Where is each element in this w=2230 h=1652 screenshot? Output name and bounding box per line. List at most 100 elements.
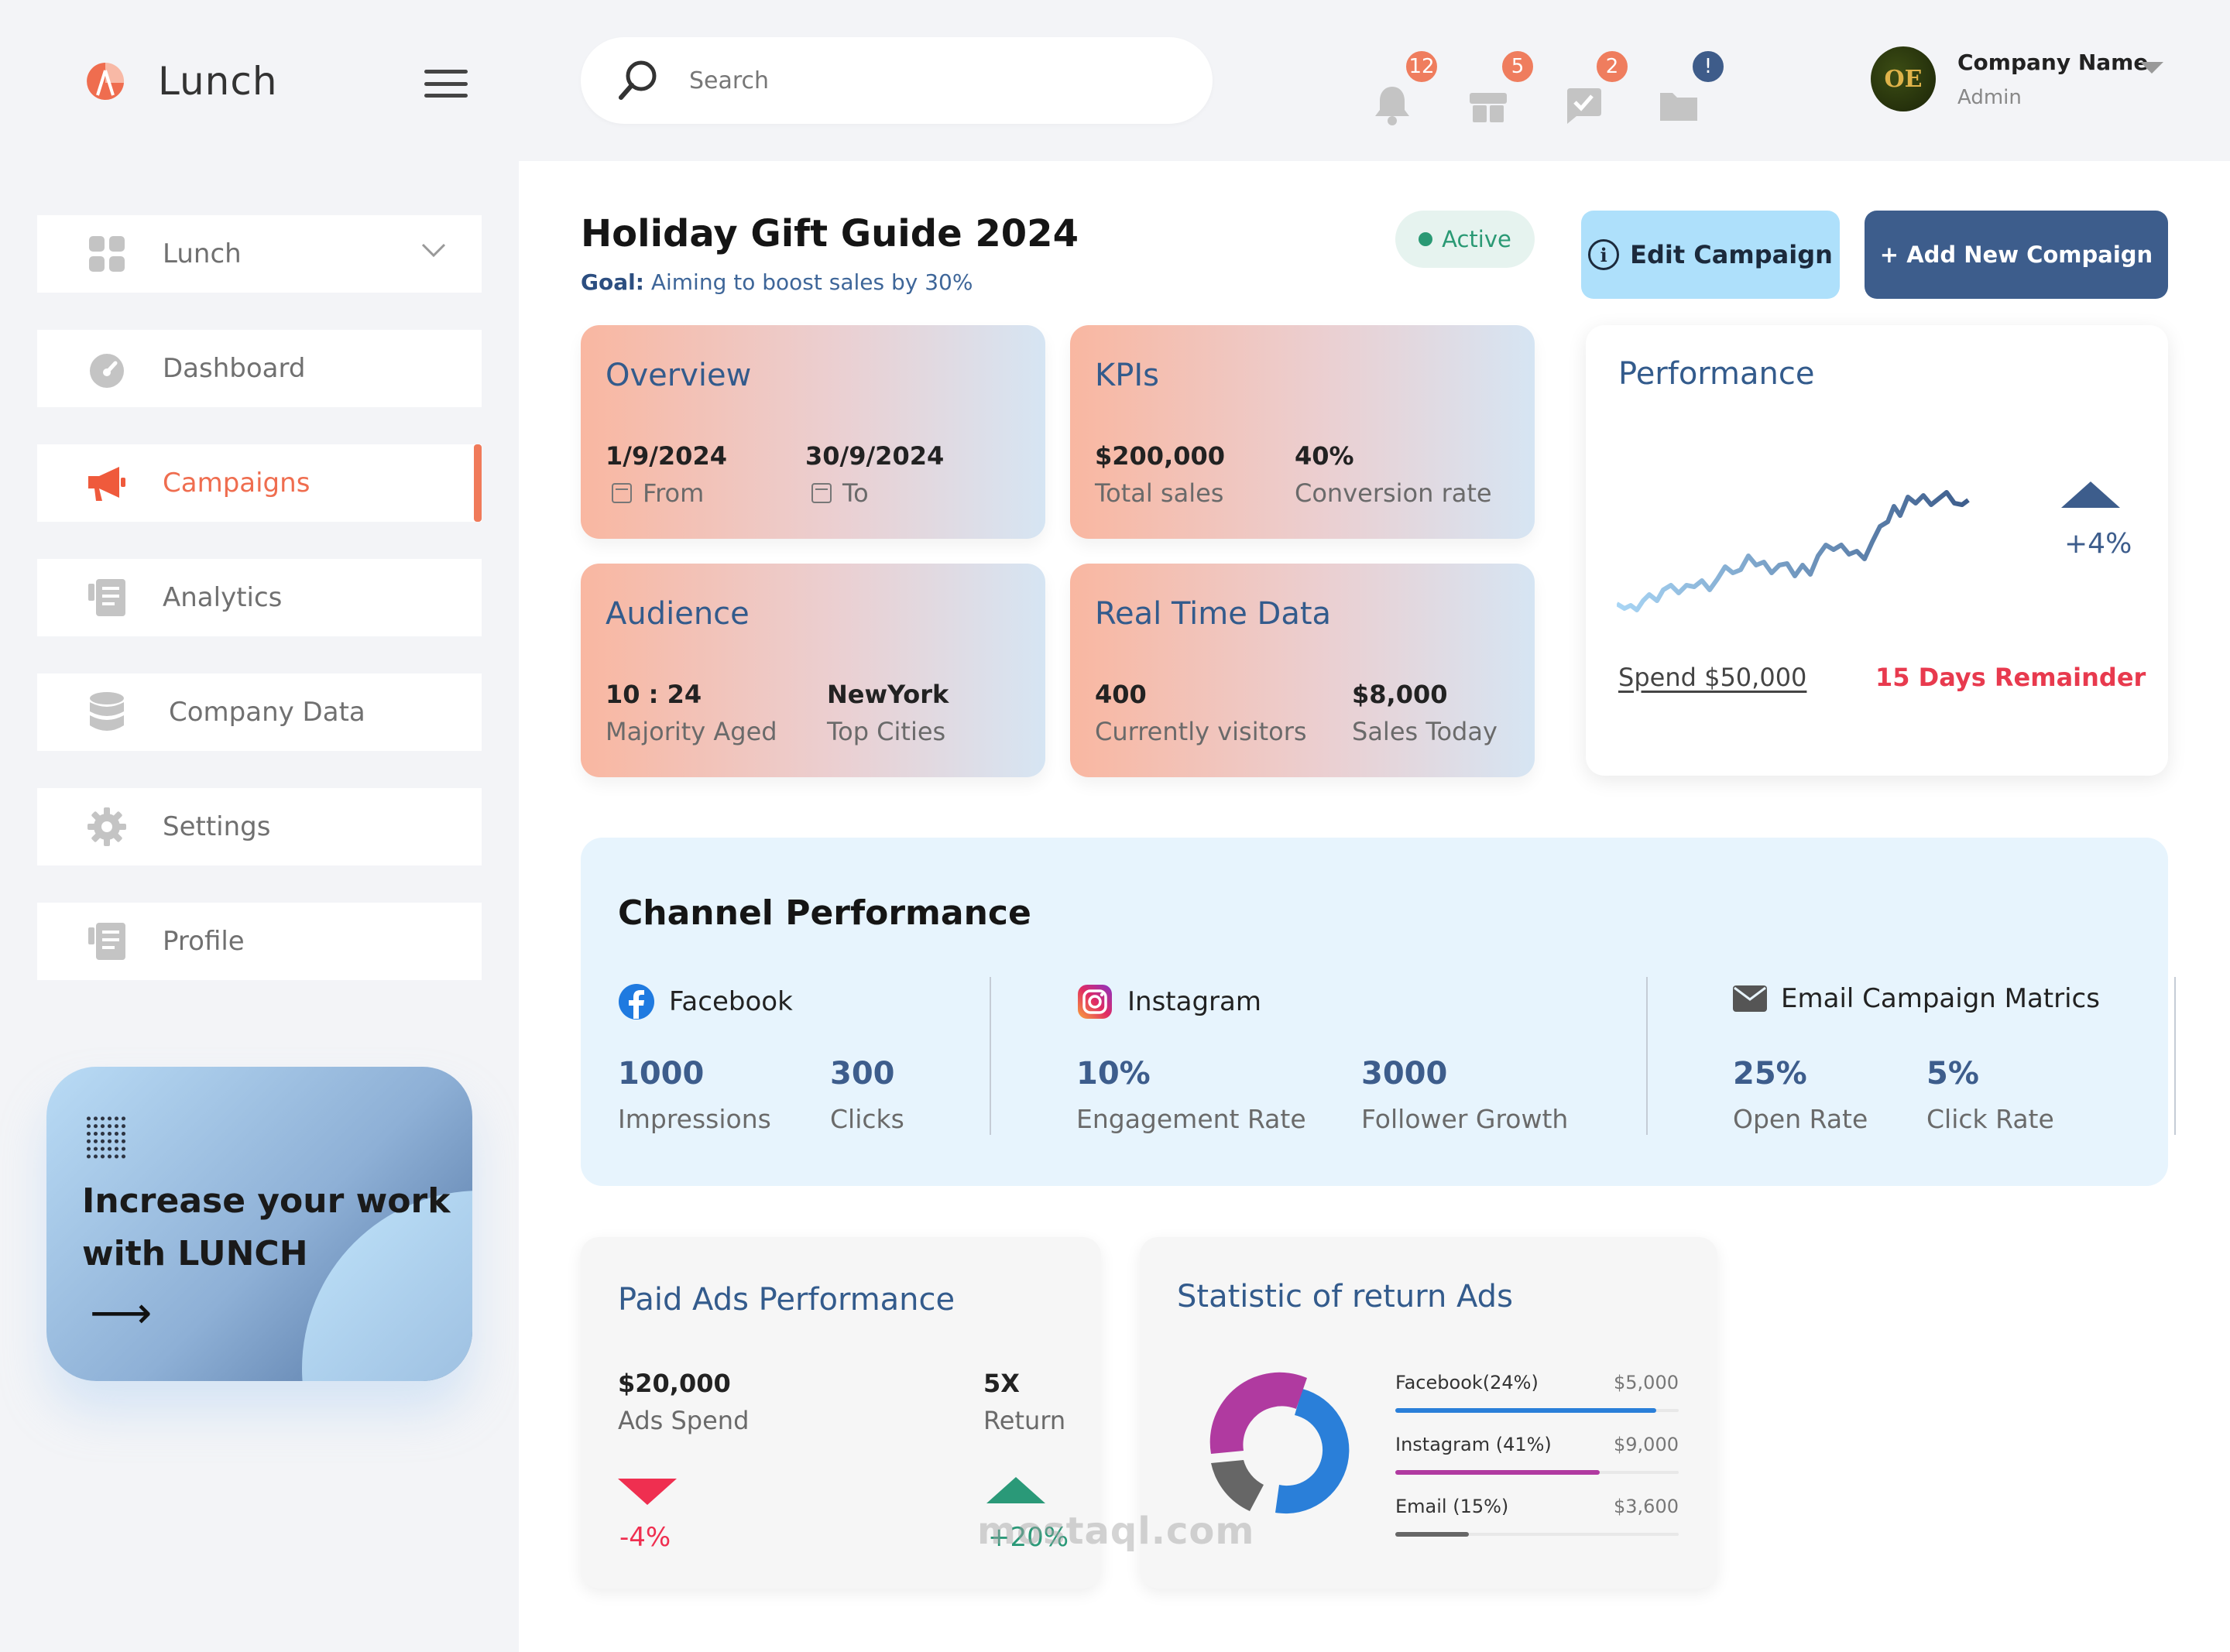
progress-track xyxy=(1395,1470,1679,1475)
gifts-button[interactable]: 5 xyxy=(1467,48,1536,125)
performance-trend-chart xyxy=(1617,490,1970,612)
profile-menu[interactable]: OE Company Name Admin xyxy=(1871,46,2163,111)
visitors-value: 400 xyxy=(1095,680,1147,709)
chevron-down-icon[interactable] xyxy=(421,243,446,259)
channel-name: Facebook xyxy=(669,986,793,1017)
dots-icon xyxy=(85,1115,127,1160)
divider xyxy=(2174,977,2176,1135)
hamburger-line xyxy=(424,94,468,98)
menu-toggle-button[interactable] xyxy=(424,70,468,98)
card-title: Performance xyxy=(1618,356,1815,392)
from-label-text: From xyxy=(643,478,705,508)
trend-up-icon xyxy=(986,1477,1045,1503)
facebook-impressions-label: Impressions xyxy=(618,1104,771,1134)
sidebar-item-profile[interactable]: Profile xyxy=(37,903,482,980)
facebook-icon xyxy=(619,984,654,1020)
return-value: 5X xyxy=(983,1369,1020,1398)
legend-name: Email (15%) xyxy=(1395,1496,1509,1517)
megaphone-icon xyxy=(85,461,129,505)
spend-link[interactable]: Spend $50,000 xyxy=(1618,663,1807,692)
arrow-right-icon[interactable]: ⟶ xyxy=(90,1288,153,1338)
email-click-rate-value: 5% xyxy=(1926,1056,1979,1092)
sidebar-item-label: Profile xyxy=(163,926,245,957)
channel-name: Email Campaign Matrics xyxy=(1781,983,2100,1014)
promo-card[interactable]: Increase your work with LUNCH ⟶ xyxy=(46,1067,472,1381)
status-dot-icon xyxy=(1419,232,1433,246)
age-label: Majority Aged xyxy=(606,717,777,746)
status-label: Active xyxy=(1442,226,1511,252)
overview-card[interactable]: Overview 1/9/2024 From 30/9/2024 To xyxy=(581,325,1045,539)
files-button[interactable]: ! xyxy=(1657,48,1727,125)
from-label: From xyxy=(612,478,704,508)
sidebar-item-dashboard[interactable]: Dashboard xyxy=(37,330,482,407)
conversion-label: Conversion rate xyxy=(1295,478,1492,508)
instagram-growth-label: Follower Growth xyxy=(1361,1104,1569,1134)
days-remainder: 15 Days Remainder xyxy=(1875,663,2146,692)
audience-card[interactable]: Audience 10 : 24 Majority Aged NewYork T… xyxy=(581,564,1045,777)
progress-fill xyxy=(1395,1532,1470,1537)
page-title: Holiday Gift Guide 2024 xyxy=(581,212,1079,255)
calendar-icon xyxy=(612,483,632,503)
email-open-rate-label: Open Rate xyxy=(1733,1104,1868,1134)
card-title: Paid Ads Performance xyxy=(618,1282,955,1318)
edit-campaign-button[interactable]: i Edit Campaign xyxy=(1581,211,1840,299)
divider xyxy=(1646,977,1648,1135)
gauge-icon xyxy=(85,347,129,390)
trend-up-icon xyxy=(2061,482,2120,508)
card-title: Statistic of return Ads xyxy=(1177,1279,1513,1314)
notification-count-badge: 12 xyxy=(1403,48,1440,85)
facebook-clicks-label: Clicks xyxy=(830,1104,904,1134)
return-ads-card[interactable]: Statistic of return Ads Facebook(24%) $5… xyxy=(1140,1237,1717,1589)
channel-performance-panel: Channel Performance Facebook 1000 Impres… xyxy=(581,838,2176,1186)
add-campaign-button[interactable]: + Add New Compaign xyxy=(1865,211,2168,299)
progress-fill xyxy=(1395,1470,1600,1475)
legend-amount: $3,600 xyxy=(1614,1496,1679,1517)
ads-spend-value: $20,000 xyxy=(618,1369,731,1398)
profile-name: Company Name xyxy=(1957,49,2149,75)
legend-amount: $5,000 xyxy=(1614,1372,1679,1393)
realtime-card[interactable]: Real Time Data 400 Currently visitors $8… xyxy=(1070,564,1535,777)
search-input[interactable] xyxy=(689,67,1154,94)
message-count-badge: 2 xyxy=(1594,48,1631,85)
chevron-down-icon[interactable] xyxy=(2140,62,2163,74)
logo-icon xyxy=(87,62,125,100)
sidebar-item-label: Lunch xyxy=(163,238,242,269)
instagram-engagement-label: Engagement Rate xyxy=(1076,1104,1306,1134)
instagram-header: Instagram xyxy=(1076,983,1261,1020)
report-icon xyxy=(85,576,129,619)
edit-campaign-label: Edit Campaign xyxy=(1630,240,1833,269)
performance-card[interactable]: Performance +4% Spend $50,000 15 Days Re… xyxy=(1586,325,2168,776)
kpis-card[interactable]: KPIs $200,000 Total sales 40% Conversion… xyxy=(1070,325,1535,539)
files-alert-badge: ! xyxy=(1690,48,1727,85)
card-title: KPIs xyxy=(1095,358,1159,393)
sidebar-item-company-data[interactable]: Company Data xyxy=(37,673,482,751)
hamburger-line xyxy=(424,81,468,86)
total-sales-value: $200,000 xyxy=(1095,441,1226,471)
city-label: Top Cities xyxy=(827,717,946,746)
app-name: Lunch xyxy=(158,59,278,104)
search-bar[interactable] xyxy=(581,37,1213,124)
sales-today-label: Sales Today xyxy=(1352,717,1498,746)
sidebar-item-lunch[interactable]: Lunch xyxy=(37,215,482,293)
age-value: 10 : 24 xyxy=(606,680,702,709)
to-label-text: To xyxy=(842,478,869,508)
notifications-button[interactable]: 12 xyxy=(1371,48,1440,125)
sidebar-item-settings[interactable]: Settings xyxy=(37,788,482,865)
email-header: Email Campaign Matrics xyxy=(1733,983,2100,1014)
return-change: +20% xyxy=(988,1522,1069,1553)
info-icon: i xyxy=(1588,239,1620,270)
ads-spend-label: Ads Spend xyxy=(618,1406,750,1435)
chat-check-icon xyxy=(1567,88,1601,124)
donut-segment-instagram xyxy=(1209,1372,1307,1454)
donut-segment-facebook xyxy=(1275,1389,1350,1514)
messages-button[interactable]: 2 xyxy=(1561,48,1631,125)
folder-icon xyxy=(1660,93,1697,121)
visitors-label: Currently visitors xyxy=(1095,717,1307,746)
promo-title: Increase your work with LUNCH xyxy=(82,1181,451,1273)
sidebar-item-campaigns[interactable]: Campaigns xyxy=(37,444,482,522)
instagram-engagement-value: 10% xyxy=(1076,1056,1151,1092)
progress-track xyxy=(1395,1532,1679,1537)
sidebar-item-analytics[interactable]: Analytics xyxy=(37,559,482,636)
app-logo[interactable]: Lunch xyxy=(84,59,278,104)
paid-ads-card[interactable]: Paid Ads Performance $20,000 Ads Spend 5… xyxy=(581,1237,1101,1589)
